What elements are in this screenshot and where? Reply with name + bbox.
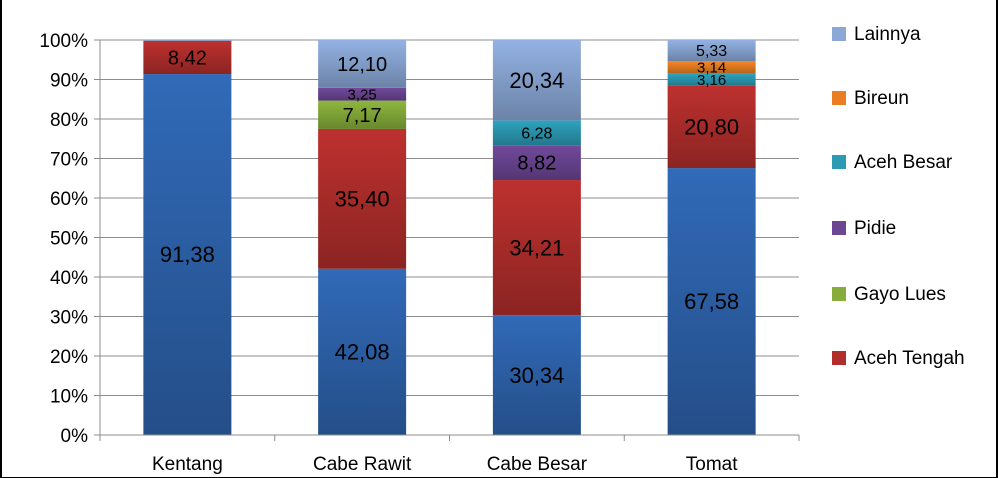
data-label: 35,40 [335, 187, 390, 212]
legend-swatch [832, 91, 846, 105]
bars: 91,38 8,42 42,08 35,40 7,17 3,25 12,10 30,34 34,… [143, 40, 756, 435]
y-tick-label: 20% [50, 347, 88, 368]
bar-segment [492, 180, 581, 316]
bar-segment [492, 120, 581, 146]
bar-segment [667, 85, 756, 169]
y-tick-label: 60% [50, 189, 88, 210]
legend-label: Lainnya [854, 24, 921, 45]
bar-segment [143, 40, 232, 41]
legend-item-lainnya: Lainnya [832, 22, 984, 48]
y-tick-label: 30% [50, 308, 88, 329]
data-label: 34,21 [509, 235, 564, 260]
bar-segment [143, 74, 232, 435]
legend-item-gayo-lues: Gayo Lues [832, 282, 984, 308]
data-label: 8,82 [517, 153, 556, 175]
data-label: 20,34 [509, 68, 564, 93]
y-tick-label: 0% [61, 426, 89, 447]
legend-label: Pidie [854, 218, 897, 239]
axes: 0% 10% 20% 30% 40% 50% 60% 70% 80% 90% 100% Kentang… [39, 31, 800, 475]
y-tick-label: 80% [50, 110, 88, 131]
y-tick-label: 70% [50, 150, 88, 171]
data-label: 91,38 [160, 242, 215, 267]
y-tick-label: 90% [50, 71, 88, 92]
legend-label: Aceh Besar [854, 152, 953, 173]
x-tick-label: Kentang [152, 454, 223, 475]
data-label: 3,25 [348, 86, 377, 103]
legend-swatch [832, 221, 846, 235]
legend-label: Bireun [854, 88, 909, 109]
data-label: 3,16 [697, 72, 726, 89]
x-tick-label: Tomat [686, 454, 738, 475]
bar-segment [667, 61, 756, 74]
data-label: 8,42 [168, 47, 207, 69]
y-tick-label: 40% [50, 268, 88, 289]
data-label: 6,28 [521, 125, 552, 142]
x-tick-label: Cabe Besar [487, 454, 588, 475]
legend-item-aceh-tengah: Aceh Tengah [832, 346, 984, 372]
data-label: 5,33 [696, 43, 727, 60]
y-tick-label: 100% [39, 31, 88, 52]
legend-item-aceh-besar: Aceh Besar [832, 150, 984, 176]
legend-item-pidie: Pidie [832, 216, 984, 242]
legend-label: Aceh Tengah [854, 348, 965, 369]
legend-swatch [832, 155, 846, 169]
bar-segment [318, 268, 407, 435]
data-label: 12,10 [337, 54, 387, 76]
data-label: 3,14 [697, 59, 726, 76]
bar-segment [318, 100, 407, 129]
bar-segment [318, 128, 407, 269]
bar-segment [667, 40, 756, 62]
legend-item-bireun: Bireun [832, 86, 984, 112]
bar-segment [492, 315, 581, 435]
legend-label: Gayo Lues [854, 284, 946, 305]
data-label: 20,80 [684, 115, 739, 140]
bar-segment [318, 40, 407, 88]
y-tick-label: 50% [50, 229, 88, 250]
data-label: 67,58 [684, 289, 739, 314]
y-tick-label: 10% [50, 387, 88, 408]
legend-swatch [832, 351, 846, 365]
legend-swatch [832, 287, 846, 301]
data-label: 30,34 [509, 363, 564, 388]
bar-segment [492, 40, 581, 121]
data-label: 7,17 [343, 105, 382, 127]
bar-segment [143, 40, 232, 75]
legend-swatch [832, 27, 846, 41]
x-tick-label: Cabe Rawit [313, 454, 412, 475]
bar-segment [492, 145, 581, 181]
bar-segment [318, 87, 407, 101]
data-label: 42,08 [335, 340, 390, 365]
bar-segment [667, 168, 756, 435]
bar-segment [667, 73, 756, 86]
